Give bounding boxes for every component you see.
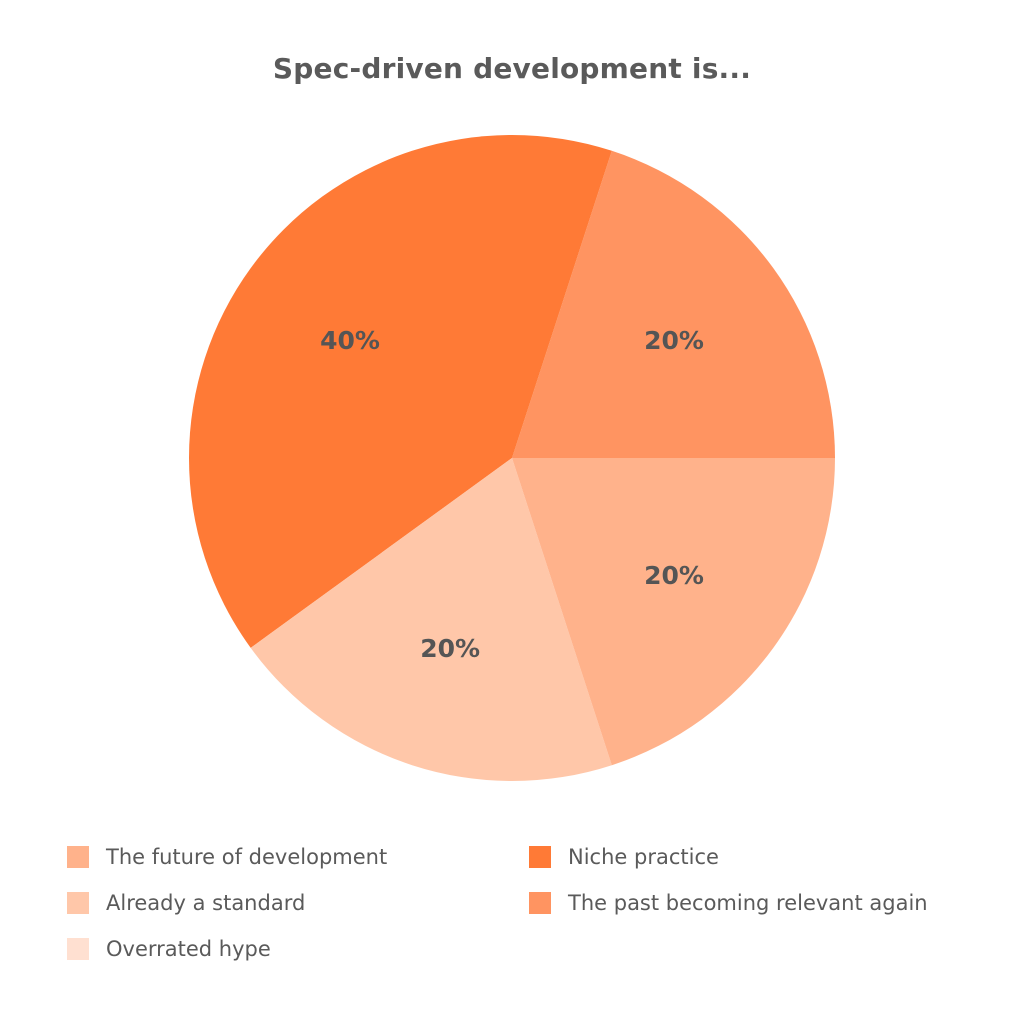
pie-slice-already-a-standard[interactable] — [250, 458, 612, 781]
pie-slice-the-future-of-development[interactable] — [512, 458, 835, 766]
slice-label-niche-practice: 40% — [320, 326, 380, 355]
chart-title: Spec-driven development is... — [272, 52, 752, 85]
slice-label-the-future-of-development: 20% — [644, 561, 704, 590]
slice-label-the-past-becoming-relevant-again: 20% — [644, 326, 704, 355]
pie-slice-the-past-becoming-relevant-again[interactable] — [512, 150, 835, 458]
slice-label-already-a-standard: 20% — [420, 634, 480, 663]
pie-slice-niche-practice[interactable] — [188, 134, 612, 648]
